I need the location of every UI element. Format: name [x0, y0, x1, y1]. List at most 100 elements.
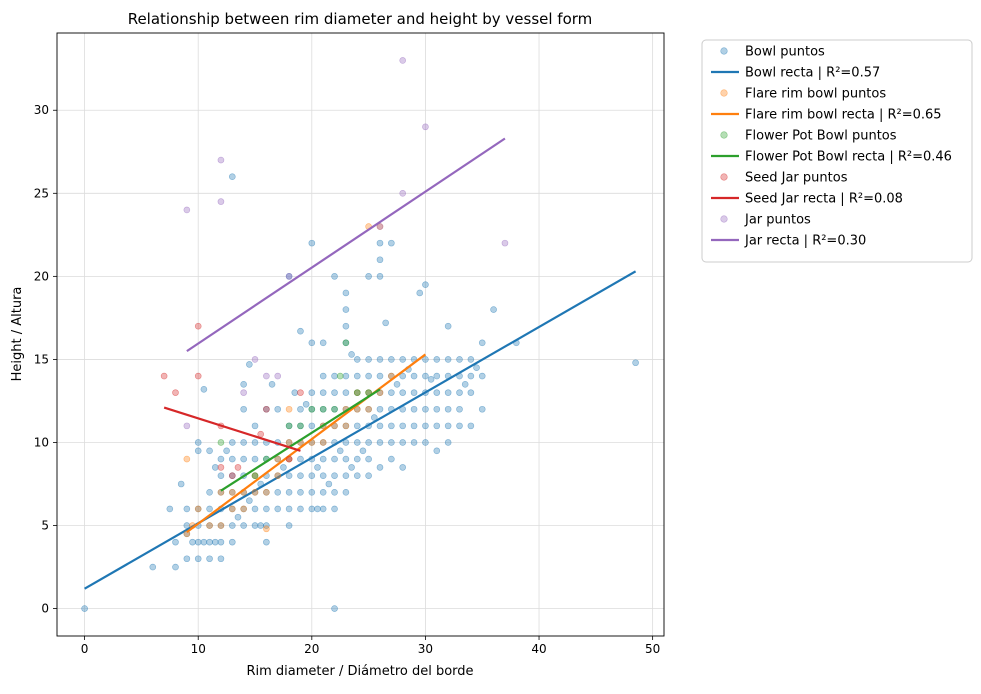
data-point — [251, 489, 259, 496]
data-point — [473, 364, 480, 372]
data-point — [456, 389, 463, 396]
data-point — [268, 381, 276, 388]
data-point — [319, 489, 327, 496]
data-point — [263, 538, 270, 546]
data-point — [297, 422, 304, 430]
data-point — [246, 497, 253, 504]
data-point — [388, 439, 395, 446]
data-point — [353, 439, 361, 446]
data-point — [433, 422, 441, 430]
x-tick-label: 30 — [418, 642, 433, 656]
data-point — [342, 472, 350, 479]
data-point — [251, 522, 259, 529]
data-point — [217, 522, 225, 529]
data-point — [206, 538, 213, 546]
data-point — [376, 372, 384, 380]
data-point — [467, 372, 475, 380]
data-point — [410, 372, 418, 380]
data-point — [359, 447, 367, 455]
data-point — [285, 489, 293, 496]
data-point — [342, 372, 350, 380]
data-point — [353, 389, 361, 396]
data-point — [342, 455, 350, 463]
data-point — [194, 439, 202, 446]
data-point — [206, 447, 213, 455]
data-point — [365, 472, 372, 479]
data-point — [285, 422, 293, 430]
x-tick-label: 20 — [304, 642, 319, 656]
plot-area: 0 10 20 30 40 50 0 5 10 15 20 25 30 — [34, 32, 665, 656]
data-point — [478, 372, 486, 380]
data-point — [228, 522, 236, 529]
data-point — [388, 356, 395, 363]
data-point — [228, 538, 236, 546]
data-point — [194, 538, 202, 546]
data-point — [319, 389, 327, 396]
data-point — [297, 389, 304, 396]
data-point — [194, 555, 202, 563]
data-point — [444, 405, 452, 413]
data-point — [348, 351, 355, 358]
data-point — [427, 376, 435, 383]
data-point — [433, 389, 441, 396]
y-tick-label: 30 — [34, 103, 49, 117]
regression-line — [186, 353, 427, 534]
data-point — [365, 273, 372, 280]
data-point — [172, 538, 179, 546]
data-point — [399, 422, 407, 430]
x-axis-label: Rim diameter / Diámetro del borde — [246, 664, 473, 679]
data-point — [399, 439, 407, 446]
data-point — [331, 273, 338, 280]
x-tick-label: 40 — [531, 642, 546, 656]
data-point — [217, 464, 225, 471]
data-point — [444, 439, 452, 446]
data-point — [257, 430, 264, 438]
legend-label: Flower Pot Bowl puntos — [745, 129, 897, 144]
y-tick-label: 25 — [34, 186, 49, 200]
data-point — [285, 505, 293, 513]
data-point — [331, 405, 338, 413]
data-point — [336, 372, 344, 380]
data-point — [297, 505, 304, 513]
data-point — [297, 472, 304, 479]
legend-label: Flare rim bowl puntos — [745, 87, 886, 102]
data-point — [274, 472, 282, 479]
data-point — [297, 455, 304, 463]
data-point — [319, 439, 327, 446]
data-point — [217, 555, 225, 563]
data-point — [382, 319, 389, 327]
data-point — [433, 447, 441, 455]
data-point — [251, 439, 259, 446]
data-point — [263, 489, 270, 496]
data-point — [206, 522, 213, 529]
data-point — [319, 339, 327, 347]
legend-box — [701, 39, 973, 263]
legend-label: Flower Pot Bowl recta | R²=0.46 — [745, 150, 952, 165]
data-point — [410, 439, 418, 446]
legend-marker — [720, 173, 728, 181]
data-point — [319, 372, 327, 380]
y-tick-label: 5 — [41, 519, 49, 533]
data-point — [342, 389, 350, 396]
data-point — [217, 439, 225, 446]
data-point — [376, 439, 384, 446]
data-point — [410, 422, 418, 430]
data-point — [399, 190, 407, 197]
series-group — [183, 223, 395, 538]
data-point — [308, 339, 316, 347]
data-point — [393, 381, 401, 388]
data-point — [365, 356, 372, 363]
data-point — [433, 356, 441, 363]
series-group — [186, 353, 427, 534]
data-point — [308, 422, 316, 430]
data-point — [353, 472, 361, 479]
data-point — [234, 464, 242, 471]
data-point — [342, 439, 350, 446]
data-point — [433, 405, 441, 413]
data-point — [194, 447, 202, 455]
data-point — [331, 372, 338, 380]
data-point — [228, 472, 236, 479]
data-point — [325, 480, 333, 488]
data-point — [274, 405, 282, 413]
